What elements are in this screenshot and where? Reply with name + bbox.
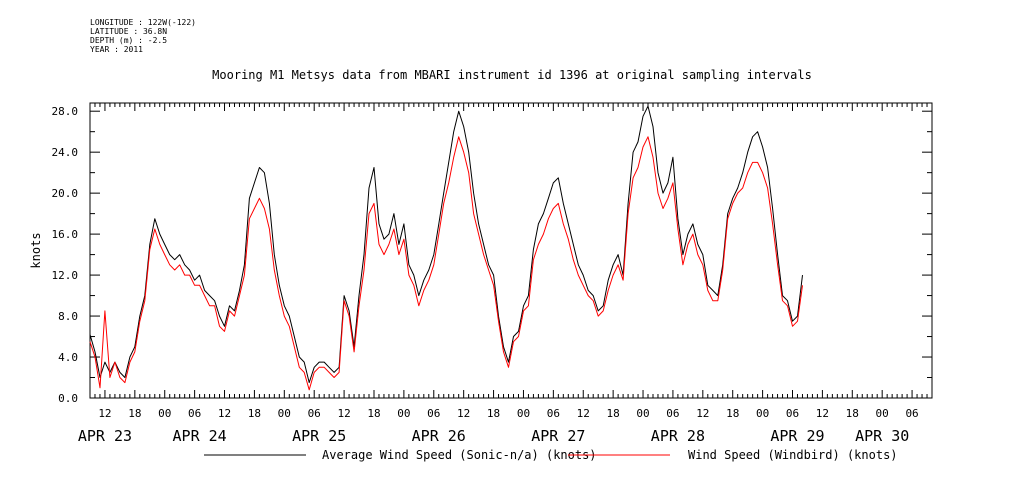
legend-label-windbird-wind-speed: Wind Speed (Windbird) (knots) [688, 448, 898, 462]
x-tick-label: 12 [337, 407, 350, 420]
x-tick-label: 12 [577, 407, 590, 420]
series-line-windbird-wind-speed [89, 136, 803, 391]
x-tick-label: 00 [278, 407, 291, 420]
x-tick-label: 12 [218, 407, 231, 420]
plot-frame [89, 102, 933, 399]
depth-text: DEPTH (m) : -2.5 [90, 36, 168, 45]
x-tick-label: 00 [158, 407, 171, 420]
x-tick-label: 06 [308, 407, 321, 420]
x-tick-label: 18 [367, 407, 380, 420]
legend-label-average-wind-speed: Average Wind Speed (Sonic-n/a) (knots) [322, 448, 597, 462]
x-tick-label: 18 [846, 407, 859, 420]
x-tick-label: 06 [905, 407, 918, 420]
x-tick-label: 12 [816, 407, 829, 420]
x-tick-label: 18 [248, 407, 261, 420]
x-tick-label: 06 [427, 407, 440, 420]
date-label: APR 30 [855, 427, 909, 445]
x-tick-label: 00 [756, 407, 769, 420]
y-tick-label: 12.0 [52, 269, 79, 282]
date-label: APR 28 [651, 427, 705, 445]
x-tick-label: 00 [636, 407, 649, 420]
x-tick-label: 18 [607, 407, 620, 420]
y-tick-label: 0.0 [58, 392, 78, 405]
x-tick-label: 18 [487, 407, 500, 420]
y-tick-label: 28.0 [52, 105, 79, 118]
x-tick-label: 12 [696, 407, 709, 420]
x-tick-label: 12 [98, 407, 111, 420]
series-line-average-wind-speed [89, 105, 803, 384]
x-tick-label: 00 [397, 407, 410, 420]
latitude-text: LATITUDE : 36.8N [90, 27, 168, 36]
year-text: YEAR : 2011 [90, 45, 143, 54]
date-label: APR 24 [173, 427, 227, 445]
x-tick-label: 18 [726, 407, 739, 420]
x-tick-label: 00 [876, 407, 889, 420]
date-label: APR 23 [78, 427, 132, 445]
x-tick-label: 06 [666, 407, 679, 420]
x-tick-label: 12 [457, 407, 470, 420]
x-tick-label: 06 [786, 407, 799, 420]
date-label: APR 27 [531, 427, 585, 445]
x-tick-label: 06 [188, 407, 201, 420]
date-label: APR 26 [412, 427, 466, 445]
y-tick-label: 16.0 [52, 228, 79, 241]
chart-title: Mooring M1 Metsys data from MBARI instru… [212, 68, 812, 82]
date-label: APR 29 [770, 427, 824, 445]
y-tick-label: 20.0 [52, 187, 79, 200]
y-tick-label: 4.0 [58, 351, 78, 364]
y-tick-label: 24.0 [52, 146, 79, 159]
x-tick-label: 06 [547, 407, 560, 420]
x-tick-label: 18 [128, 407, 141, 420]
date-label: APR 25 [292, 427, 346, 445]
y-axis-label: knots [29, 232, 43, 268]
y-tick-label: 8.0 [58, 310, 78, 323]
x-tick-label: 00 [517, 407, 530, 420]
longitude-text: LONGITUDE : 122W(-122) [90, 18, 196, 27]
metadata-block: LONGITUDE : 122W(-122) LATITUDE : 36.8N … [90, 18, 196, 54]
